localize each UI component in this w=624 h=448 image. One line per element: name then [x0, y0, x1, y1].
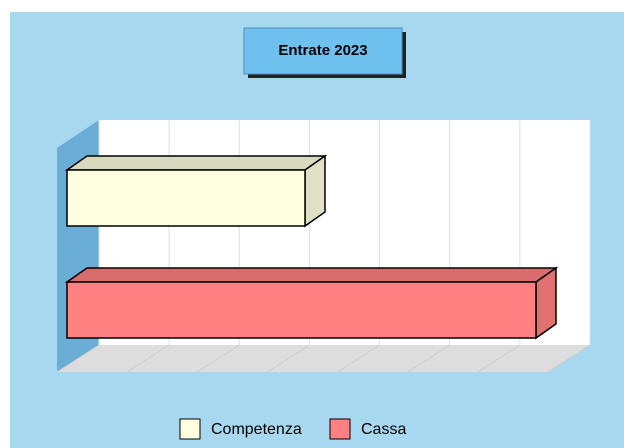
floor-grid-line	[337, 344, 380, 373]
floor-grid-line	[407, 344, 450, 373]
floor-grid-line	[547, 344, 591, 373]
floor-grid-line	[126, 344, 170, 373]
legend-swatch	[329, 418, 351, 440]
bar	[66, 281, 537, 339]
bar-top	[64, 155, 328, 171]
floor-grid-line	[477, 344, 521, 373]
floor-grid-line	[197, 344, 240, 373]
title-box	[243, 27, 403, 75]
chart-title: Entrate 2023	[278, 42, 367, 59]
legend-swatch	[179, 418, 201, 440]
floor	[57, 345, 590, 372]
bar-top	[64, 267, 559, 283]
legend-label: Cassa	[361, 421, 406, 438]
floor-grid-line	[56, 344, 100, 373]
legend-label: Competenza	[211, 421, 302, 438]
floor-grid-line	[267, 344, 310, 373]
bar	[66, 169, 306, 227]
